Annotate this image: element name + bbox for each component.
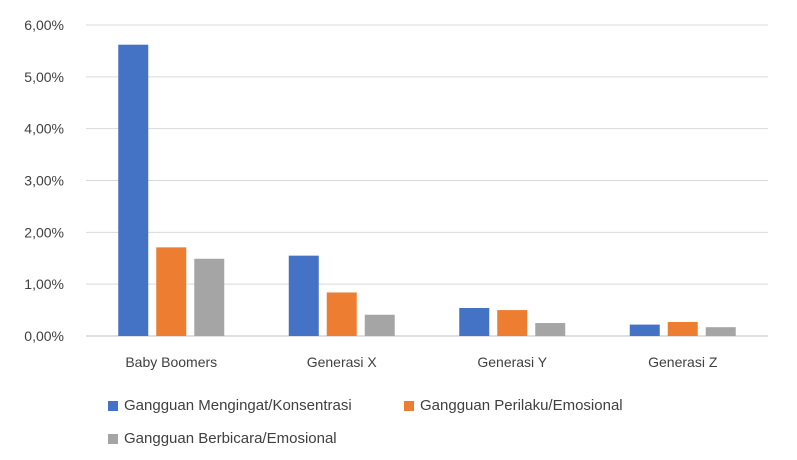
y-tick-label: 0,00% [24,328,64,344]
gridlines [86,24,768,337]
x-axis-tick-labels: Baby Boomers Generasi X Generasi Y Generasi… [125,354,717,370]
bar [667,322,698,336]
y-tick-label: 4,00% [24,121,64,137]
y-tick-label: 6,00% [24,17,64,33]
bar [288,255,319,336]
y-tick-label: 3,00% [24,173,64,189]
x-tick-label: Generasi X [307,354,378,370]
bar [497,310,528,336]
bar [629,324,660,336]
x-tick-label: Generasi Y [477,354,547,370]
bar [705,327,736,336]
bar [535,323,566,336]
bar [364,314,395,336]
y-tick-label: 1,00% [24,276,64,292]
bar [156,247,187,336]
y-axis-tick-labels: 0,00% 1,00% 2,00% 3,00% 4,00% 5,00% 6,00% [24,17,64,344]
x-tick-label: Generasi Z [648,354,718,370]
bar [194,258,225,336]
y-tick-label: 2,00% [24,224,64,240]
bar [118,44,149,337]
bar [459,308,490,336]
x-tick-label: Baby Boomers [125,354,217,370]
bar [326,292,357,336]
y-tick-label: 5,00% [24,69,64,85]
bars [118,44,736,337]
